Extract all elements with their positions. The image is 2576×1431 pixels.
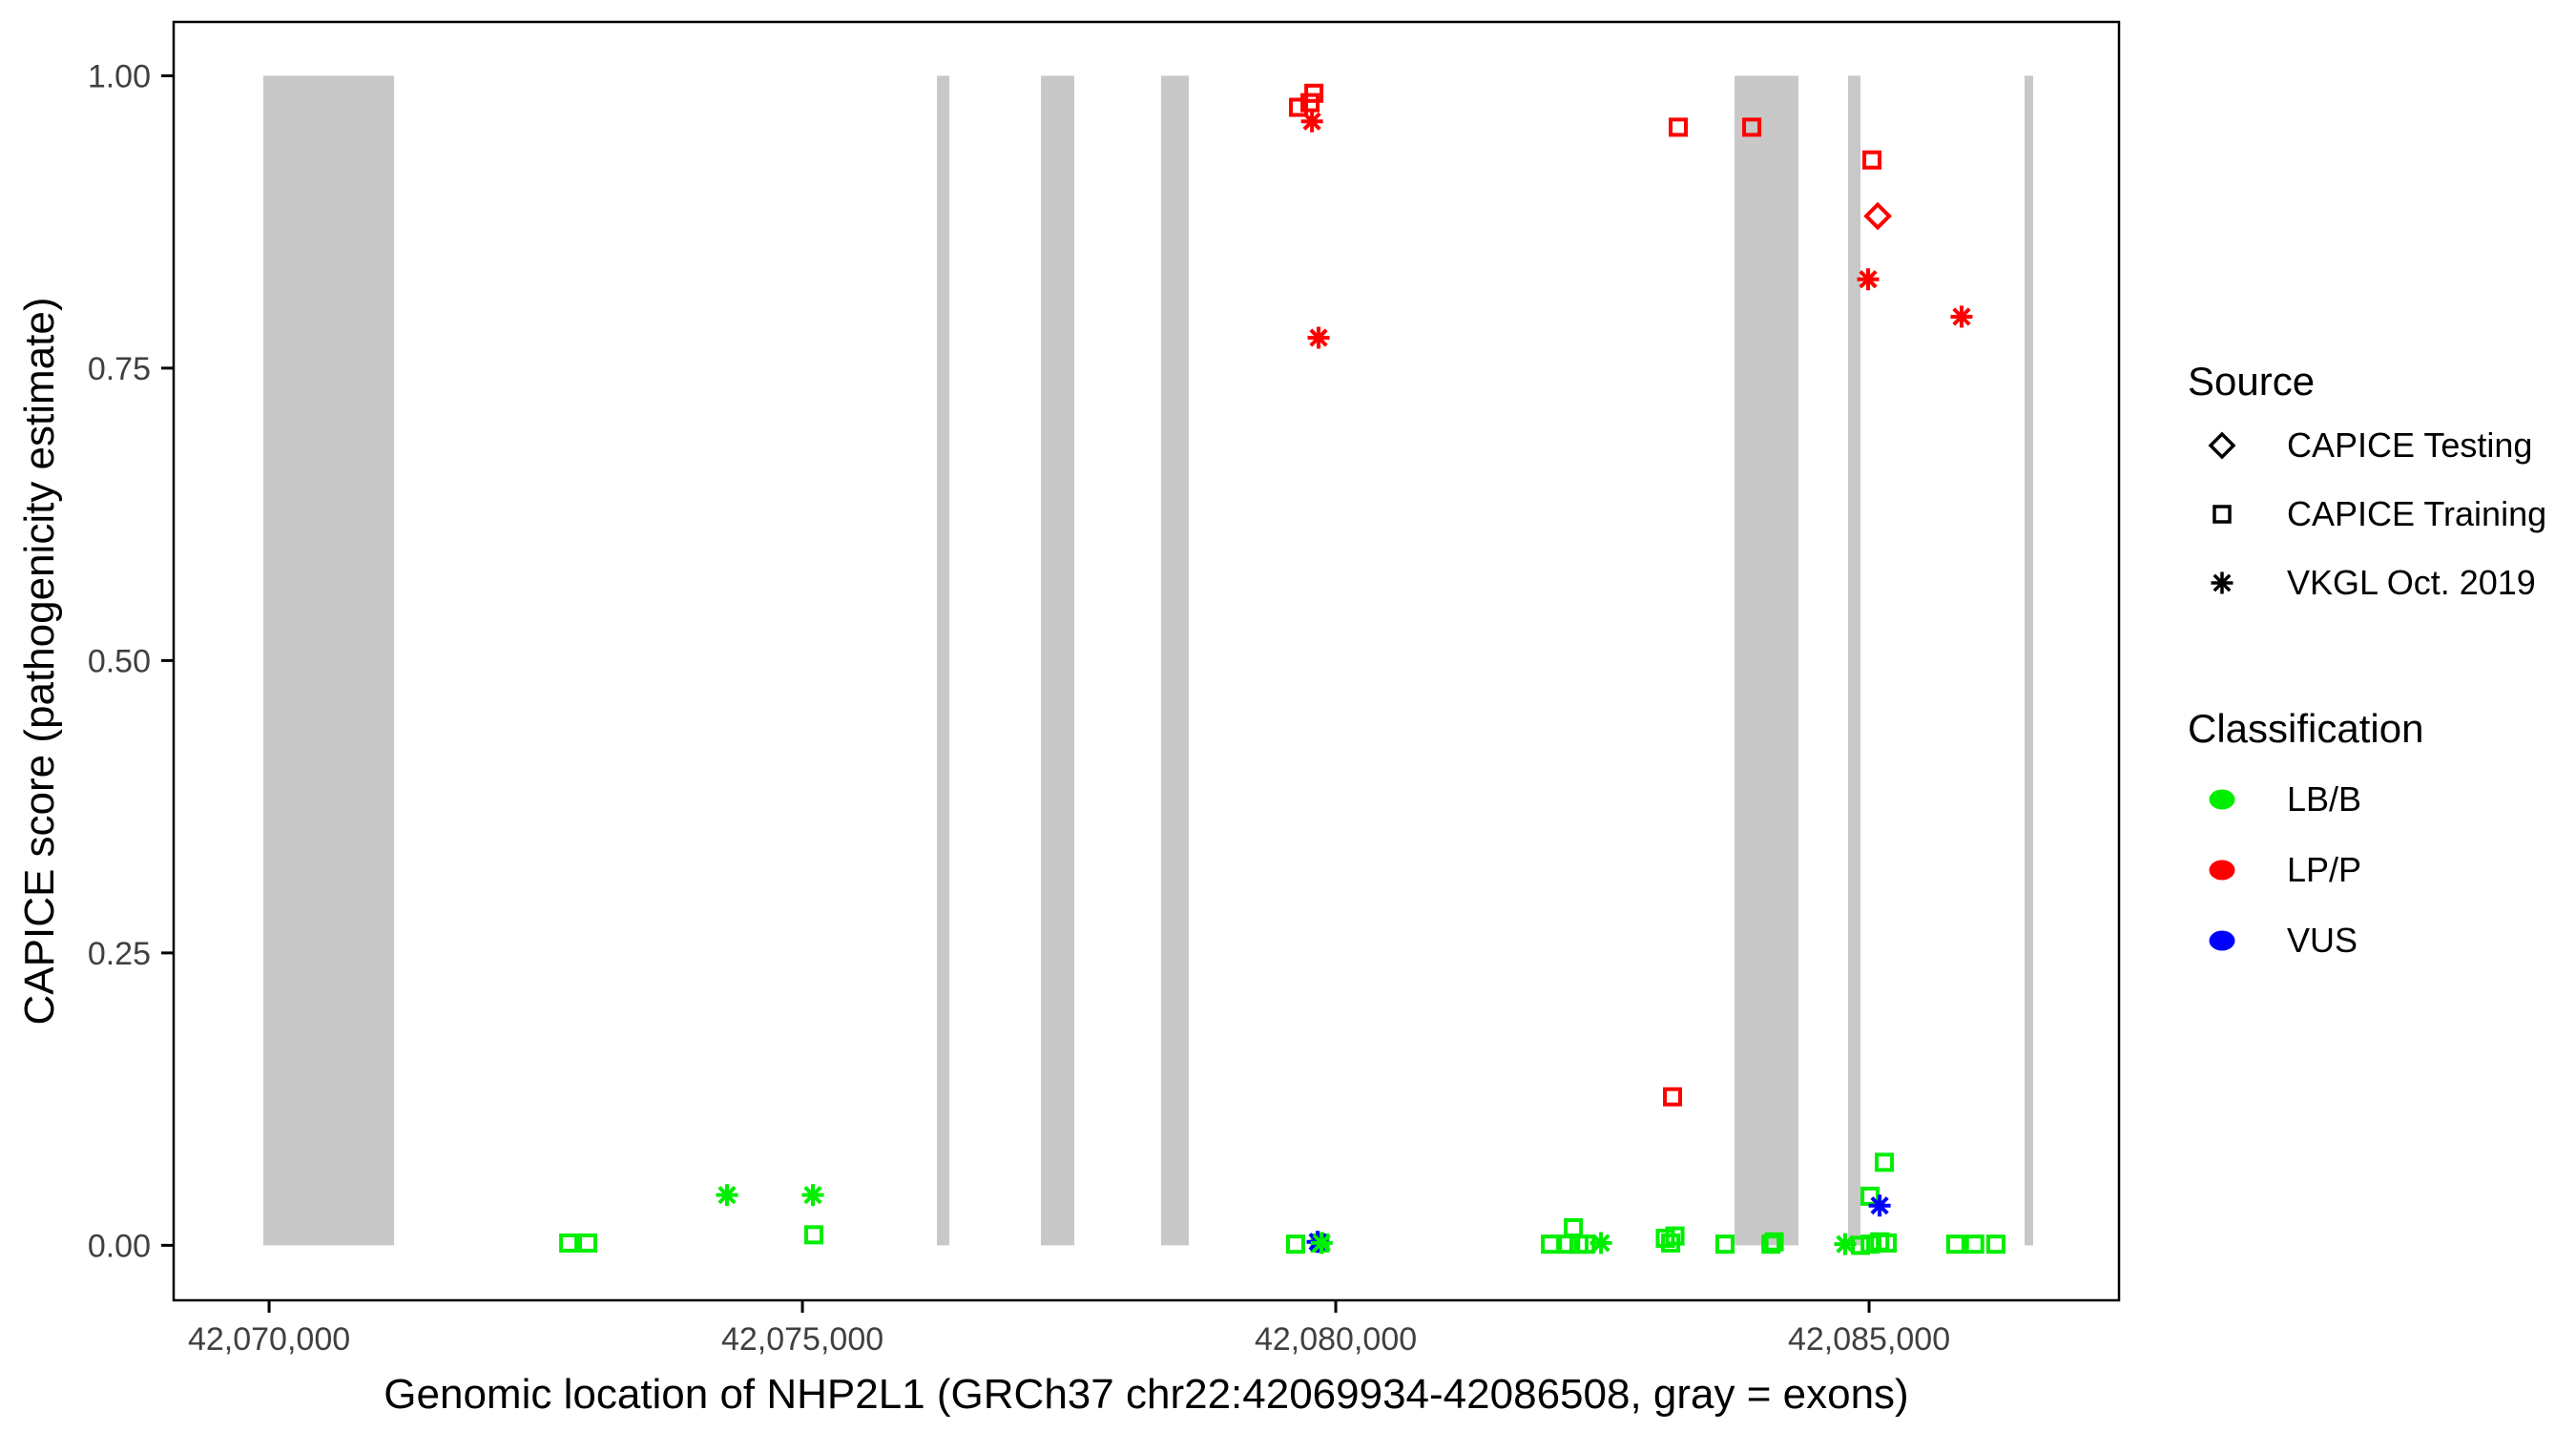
x-axis-tick-label: 42,070,000: [188, 1321, 350, 1358]
legend-item-label: CAPICE Training: [2287, 494, 2547, 533]
legend-item-asterisk: VKGL Oct. 2019: [2188, 549, 2569, 617]
data-point-asterisk: [1868, 1194, 1891, 1217]
exon-rect: [1735, 75, 1799, 1246]
data-point-square: [559, 1233, 579, 1253]
data-point-asterisk: [1857, 268, 1880, 291]
data-point-square: [578, 1233, 598, 1253]
data-point-square: [1742, 117, 1762, 137]
legend-item-label: CAPICE Testing: [2287, 425, 2533, 465]
exon-rect: [1041, 75, 1075, 1246]
y-axis-tick-label: 1.00: [88, 58, 151, 94]
y-axis-tick-label: 0.25: [88, 936, 151, 972]
legend-item-label: LB/B: [2287, 779, 2362, 819]
exon-rect: [1848, 75, 1861, 1246]
data-point-asterisk: [1300, 110, 1323, 133]
x-axis-tick-label: 42,080,000: [1255, 1321, 1417, 1358]
data-point-square: [1875, 1152, 1895, 1172]
data-point-square: [1715, 1234, 1735, 1255]
data-point-square: [1985, 1234, 2005, 1255]
diamond-icon: [2208, 431, 2236, 460]
data-point-square: [1541, 1234, 1561, 1255]
classification-dot-icon: [2209, 860, 2235, 881]
legend-source-title: Source: [2188, 359, 2316, 404]
legend-item-square: CAPICE Training: [2188, 480, 2569, 549]
data-point-square: [1304, 83, 1324, 103]
asterisk-icon: [2211, 571, 2233, 594]
x-axis-title: Genomic location of NHP2L1 (GRCh37 chr22…: [384, 1371, 1909, 1418]
data-point-square: [1669, 117, 1689, 137]
data-point-diamond: [1863, 201, 1892, 231]
exon-rect: [2025, 75, 2034, 1246]
exon-rect: [1161, 75, 1189, 1246]
data-point-asterisk: [716, 1184, 738, 1207]
data-point-square: [804, 1225, 824, 1245]
data-point-square: [1878, 1233, 1898, 1253]
legend-item-label: VKGL Oct. 2019: [2287, 563, 2536, 602]
data-point-square: [1862, 150, 1882, 170]
data-point-square: [1663, 1087, 1683, 1107]
legend-source: Source CAPICE Testing CAPICE Training VKGL…: [2188, 361, 2569, 617]
legend-item-label: VUS: [2287, 921, 2358, 960]
y-axis-tick-label: 0.50: [88, 643, 151, 679]
data-point-square: [1964, 1234, 1984, 1255]
panel-border: [172, 20, 2121, 1302]
data-point-square: [1764, 1232, 1784, 1252]
data-point-square: [1851, 1235, 1871, 1255]
exon-rect: [937, 75, 950, 1246]
exon-rect: [263, 75, 395, 1246]
y-axis-tick-label: 0.75: [88, 351, 151, 387]
legend-item-lb-b: LB/B: [2188, 764, 2569, 835]
legend-classification-title: Classification: [2188, 706, 2424, 751]
legend-item-vus: VUS: [2188, 905, 2569, 976]
y-axis-tick-label: 0.00: [88, 1228, 151, 1264]
data-point-square: [1289, 97, 1309, 117]
square-icon: [2212, 505, 2232, 524]
data-point-square: [1761, 1234, 1781, 1255]
legend-item-label: LP/P: [2287, 850, 2362, 889]
data-point-asterisk: [801, 1184, 824, 1207]
classification-dot-icon: [2209, 789, 2235, 810]
classification-dot-icon: [2209, 930, 2235, 951]
legend-item-lp-p: LP/P: [2188, 835, 2569, 905]
legend-classification: Classification LB/B LP/P VUS: [2188, 708, 2569, 976]
legend-item-diamond: CAPICE Testing: [2188, 411, 2569, 480]
data-point-asterisk: [1589, 1232, 1612, 1255]
data-point-asterisk: [1310, 1232, 1333, 1255]
data-point-square: [1655, 1229, 1675, 1249]
data-point-asterisk: [1950, 305, 1973, 328]
data-point-square: [1665, 1226, 1685, 1246]
y-axis-title: CAPICE score (pathogenicity estimate): [16, 297, 63, 1026]
data-point-asterisk: [1307, 326, 1330, 349]
x-axis-tick-label: 42,085,000: [1788, 1321, 1950, 1358]
data-point-square: [1564, 1217, 1584, 1237]
data-point-square: [1286, 1234, 1306, 1255]
x-axis-tick-label: 42,075,000: [721, 1321, 883, 1358]
data-point-square: [1945, 1234, 1965, 1255]
